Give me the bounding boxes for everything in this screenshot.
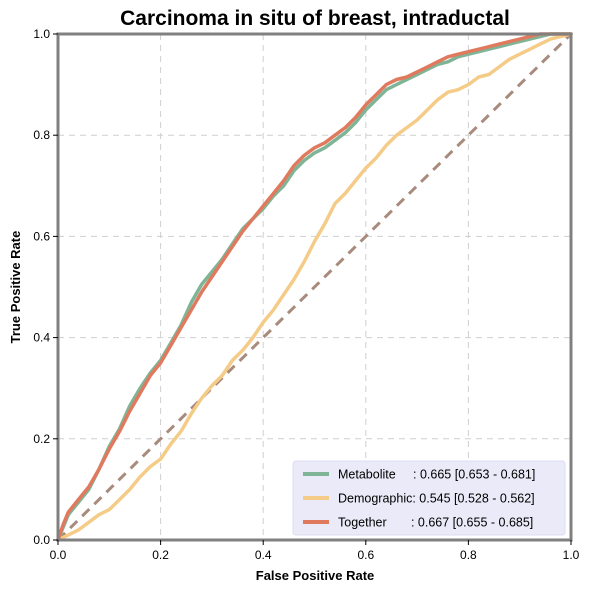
x-tick-label: 0.6 [357,548,374,562]
y-tick-label: 0.4 [33,331,50,345]
chart-title: Carcinoma in situ of breast, intraductal [120,7,510,30]
x-tick-label: 1.0 [563,548,580,562]
series-line-together [56,32,573,542]
legend-label-together: Together : 0.667 [0.655 - 0.685] [338,516,533,530]
legend: Metabolite : 0.665 [0.653 - 0.681] Demogr… [292,460,566,536]
y-axis-label: True Positive Rate [8,231,23,344]
plot-frame [56,32,573,542]
y-tick-label: 0.2 [33,432,50,446]
x-tick-label: 0.0 [50,548,67,562]
x-axis-label: False Positive Rate [256,568,375,583]
series-line-metabolite [56,32,573,542]
x-tick-label: 0.2 [152,548,169,562]
grid [58,34,571,540]
legend-label-metabolite: Metabolite : 0.665 [0.653 - 0.681] [338,468,535,482]
y-tick-label: 0.0 [33,533,50,547]
x-tick-label: 0.8 [460,548,477,562]
series-group [56,32,573,542]
legend-box [292,460,566,536]
y-tick-label: 1.0 [33,27,50,41]
y-tick-label: 0.6 [33,229,50,243]
reference-line-group [56,32,573,542]
legend-label-demographic: Demographic: 0.545 [0.528 - 0.562] [338,492,535,506]
axis-ticks: 0.0 0.2 0.4 0.6 0.8 1.0 0.0 0.2 0.4 0.6 0.8 1.0 [33,27,579,562]
y-tick-label: 0.8 [33,128,50,142]
chance-diagonal-line [56,32,573,542]
x-tick-label: 0.4 [255,548,272,562]
series-line-demographic [56,32,573,542]
